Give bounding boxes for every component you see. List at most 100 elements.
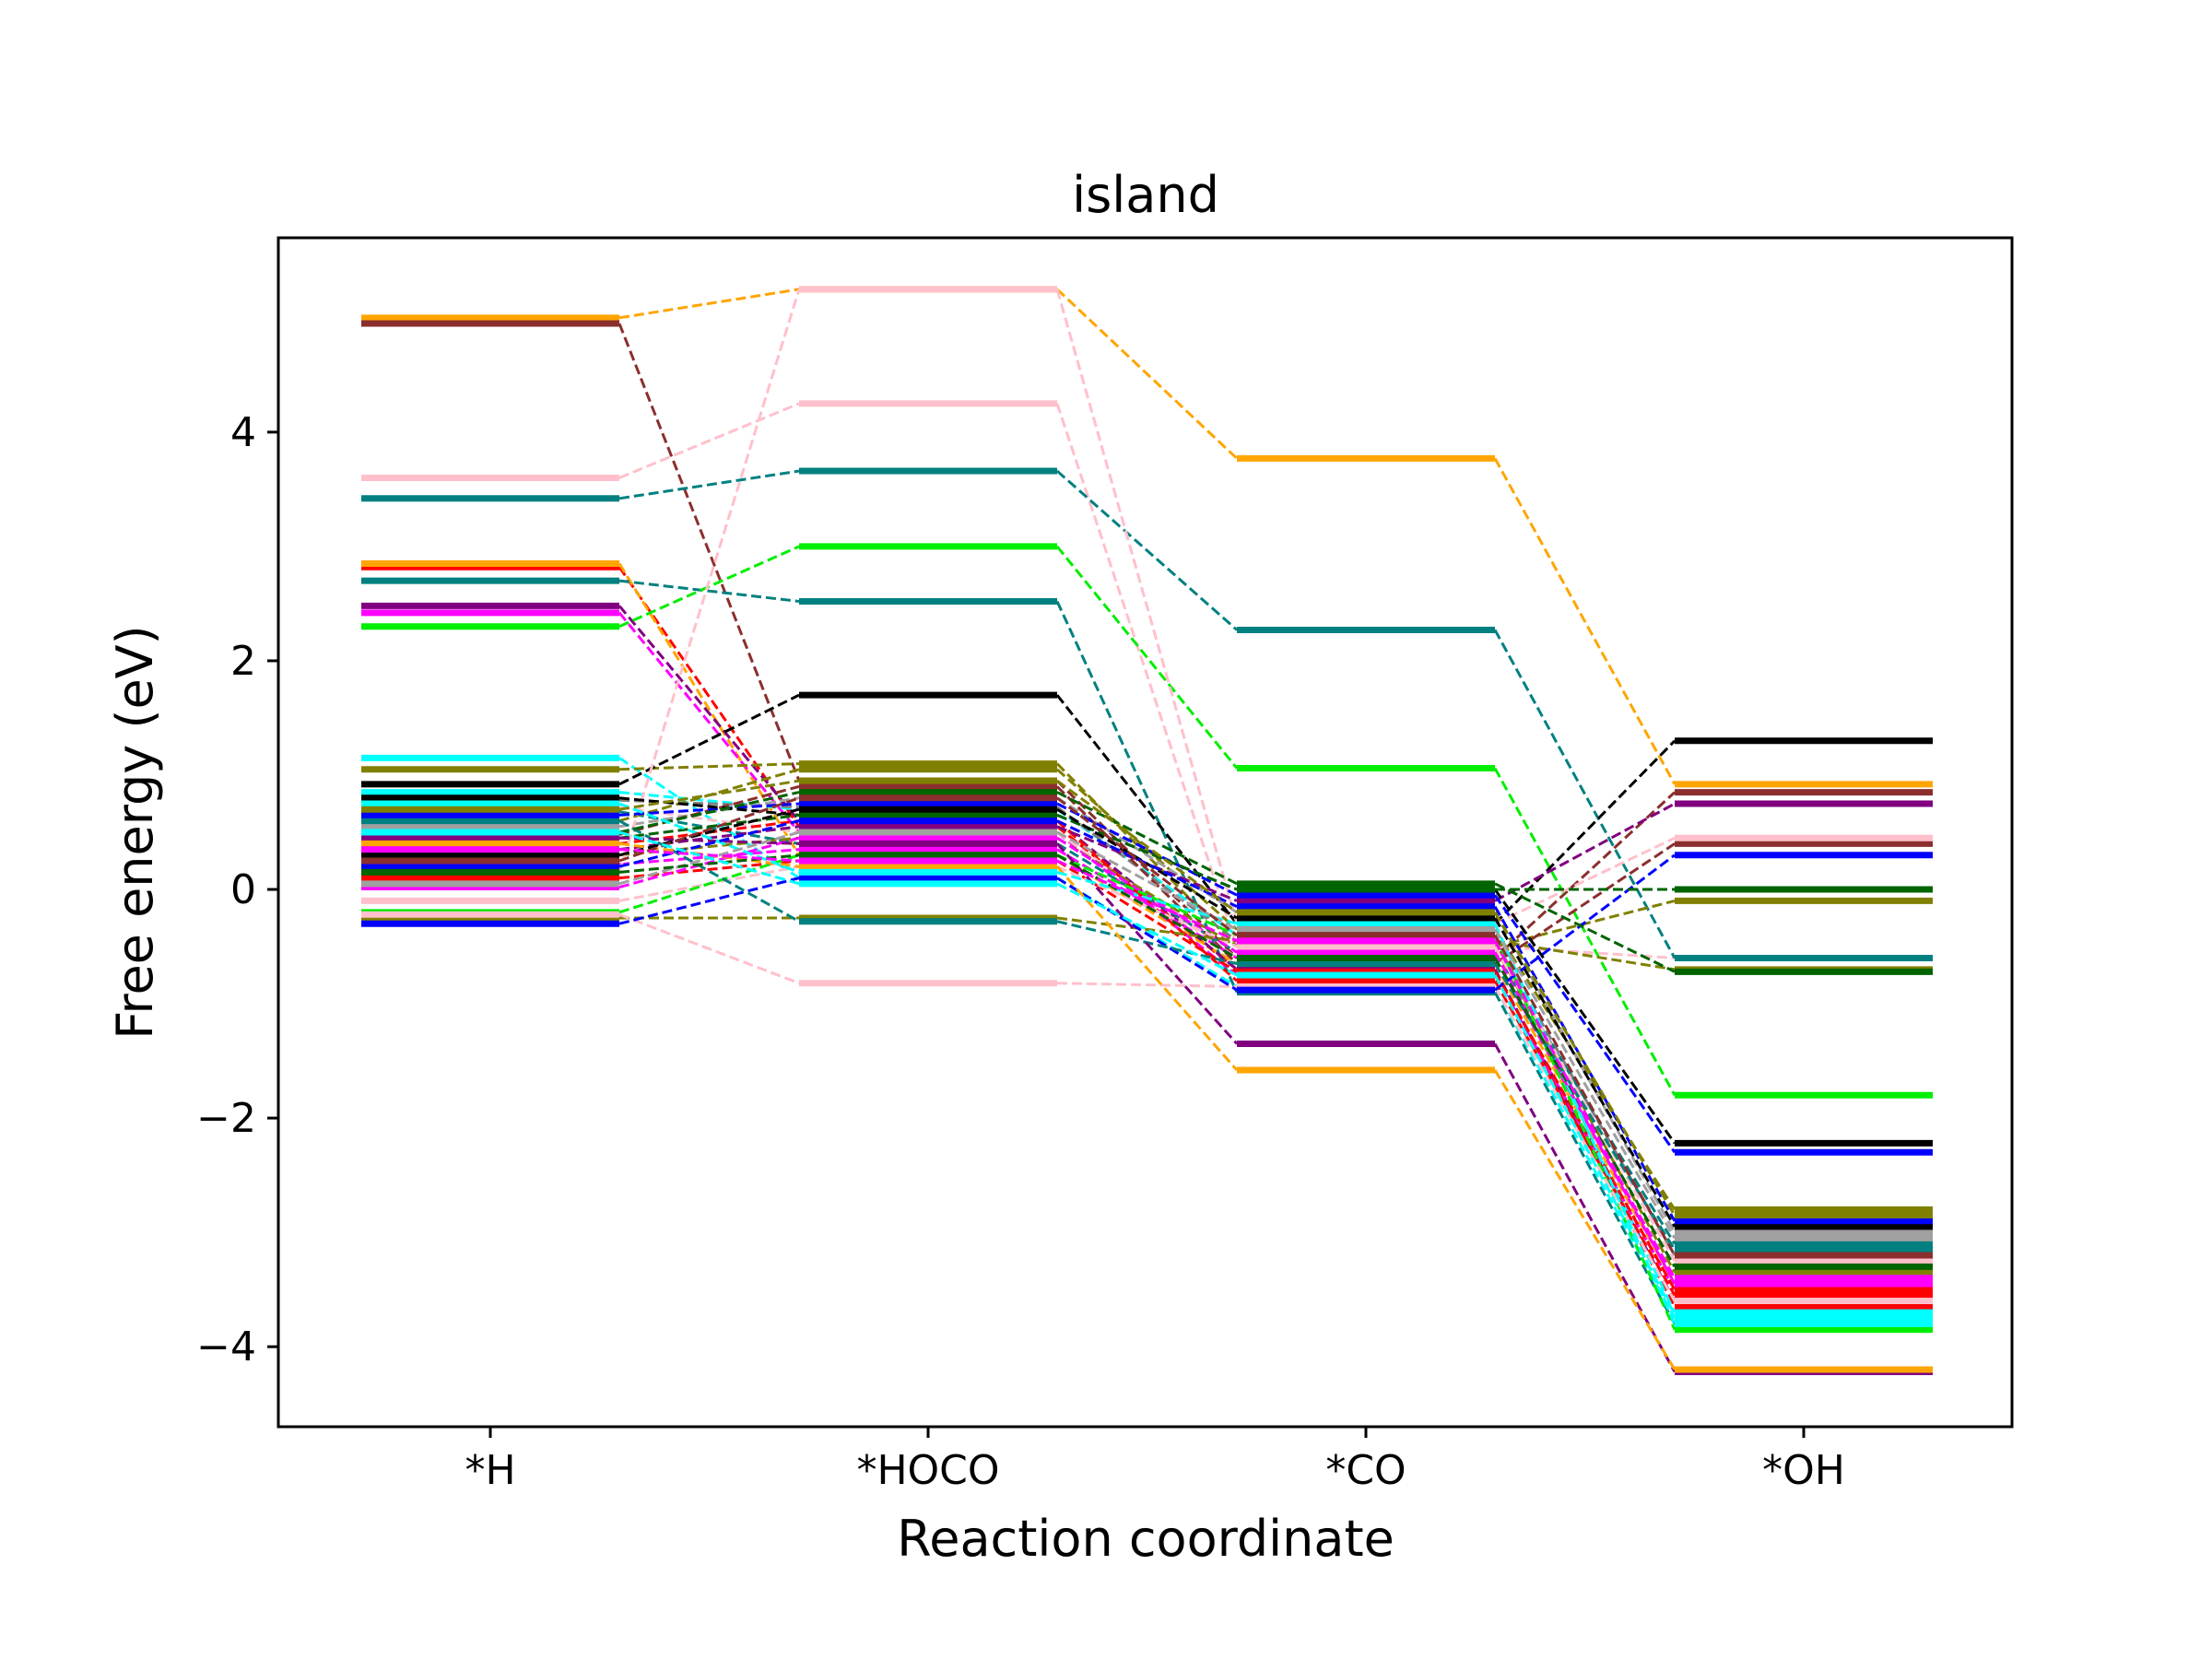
y-tick-label: −2 (196, 1095, 256, 1142)
connector-s44-1 (1056, 779, 1238, 914)
connector-s35-1 (1056, 791, 1238, 886)
series-32 (361, 818, 1933, 1253)
y-axis-label: Free energy (eV) (106, 625, 164, 1039)
series-41 (361, 818, 1933, 1225)
connector-s29-2 (1494, 939, 1676, 971)
connector-s28-0 (618, 853, 800, 914)
connector-s24-0 (618, 288, 801, 873)
connector-s40-0 (618, 807, 800, 857)
connector-s39-0 (618, 802, 800, 874)
connector-s30-0 (618, 912, 800, 985)
connector-s31-1 (1056, 877, 1238, 992)
series-42 (361, 829, 1933, 1241)
x-axis-label: Reaction coordinate (897, 1510, 1394, 1568)
connector-s36-0 (618, 813, 800, 840)
connector-s29-1 (1056, 916, 1238, 943)
y-tick-label: −4 (196, 1324, 256, 1371)
connector-s40-1 (1056, 807, 1238, 920)
connector-s42-1 (1056, 830, 1238, 931)
connector-s46-0 (618, 848, 800, 863)
connector-s30-1 (1056, 982, 1238, 988)
chart-title: island (1072, 166, 1219, 224)
connector-s1-2 (1493, 791, 1677, 959)
series-45 (361, 852, 1933, 1270)
connector-s12-1 (1055, 694, 1239, 925)
connector-s3-0 (618, 469, 800, 500)
connector-s35-0 (618, 791, 800, 834)
connector-s0-2 (1493, 457, 1677, 785)
connector-s26-2 (1493, 951, 1677, 1285)
connector-s31-2 (1494, 853, 1676, 992)
connector-s46-2 (1493, 940, 1677, 1285)
connector-s2-1 (1055, 403, 1239, 947)
connector-s3-2 (1493, 629, 1677, 959)
connector-s35-2 (1494, 882, 1676, 973)
connector-s28-2 (1493, 935, 1677, 1331)
y-tick-label: 2 (230, 638, 256, 685)
connector-s40-2 (1493, 917, 1677, 1228)
connector-s47-1 (1056, 882, 1238, 977)
series-43 (361, 794, 1933, 1259)
series-33 (361, 800, 1933, 1156)
connector-s6-0 (618, 579, 800, 603)
series-3 (361, 467, 1933, 961)
connector-s47-2 (1493, 974, 1677, 1316)
connector-s43-2 (1493, 934, 1677, 1256)
connector-s17-1 (1056, 768, 1238, 931)
connector-s4-0 (618, 566, 801, 828)
series-38 (361, 840, 1933, 1373)
connector-s41-2 (1493, 905, 1677, 1222)
connector-s24-1 (1055, 288, 1239, 924)
connector-s33-1 (1056, 802, 1238, 897)
plot-frame (276, 236, 2014, 1429)
connector-s12-2 (1493, 739, 1677, 925)
series-44 (361, 777, 1933, 1219)
x-axis-ticks: *H *HOCO *CO *OH (465, 1427, 1845, 1494)
connector-s0-1 (1055, 288, 1239, 460)
series-9 (361, 543, 1933, 1099)
connector-s34-2 (1493, 888, 1677, 1145)
connector-s6-2 (1493, 991, 1677, 1325)
series-30 (361, 911, 1933, 1305)
series-46 (361, 846, 1933, 1288)
connector-s1-0 (618, 323, 801, 782)
y-axis-ticks: −4 −2 0 2 4 (196, 409, 278, 1371)
connector-s16-2 (1493, 951, 1677, 1245)
connector-s37-1 (1055, 842, 1239, 1045)
series-31 (361, 852, 1933, 994)
connector-s28-1 (1056, 853, 1238, 937)
connector-s4-1 (1056, 825, 1238, 971)
connector-s34-0 (618, 796, 800, 817)
connector-s12-0 (618, 693, 800, 786)
connector-s9-1 (1055, 545, 1239, 770)
x-tick-label: *CO (1325, 1447, 1406, 1494)
connector-s32-2 (1493, 962, 1677, 1251)
x-tick-label: *OH (1762, 1447, 1845, 1494)
connector-s19-2 (1494, 842, 1676, 965)
connector-s9-2 (1493, 767, 1677, 1097)
y-tick-label: 4 (230, 409, 256, 456)
series-39 (361, 800, 1933, 1327)
connector-s39-1 (1056, 870, 1238, 925)
connector-s46-1 (1056, 859, 1238, 943)
connector-s33-2 (1493, 894, 1677, 1154)
connector-s44-0 (618, 779, 800, 811)
connector-s17-2 (1493, 928, 1677, 1211)
connector-s7-0 (618, 605, 801, 822)
x-tick-label: *H (465, 1447, 515, 1494)
connector-s41-0 (618, 819, 800, 868)
connector-s21-2 (1494, 802, 1676, 902)
x-tick-label: *HOCO (856, 1447, 999, 1494)
connector-s42-2 (1493, 928, 1677, 1240)
connector-s37-0 (618, 836, 800, 845)
connector-s31-0 (618, 877, 800, 925)
connector-s9-0 (618, 545, 800, 629)
connector-s24-2 (1494, 836, 1676, 925)
connector-s33-0 (618, 802, 800, 817)
series-group (361, 286, 1933, 1375)
connector-s43-1 (1056, 796, 1238, 936)
connector-s47-0 (618, 830, 800, 886)
y-tick-label: 0 (230, 866, 256, 913)
connector-s41-1 (1056, 819, 1238, 908)
